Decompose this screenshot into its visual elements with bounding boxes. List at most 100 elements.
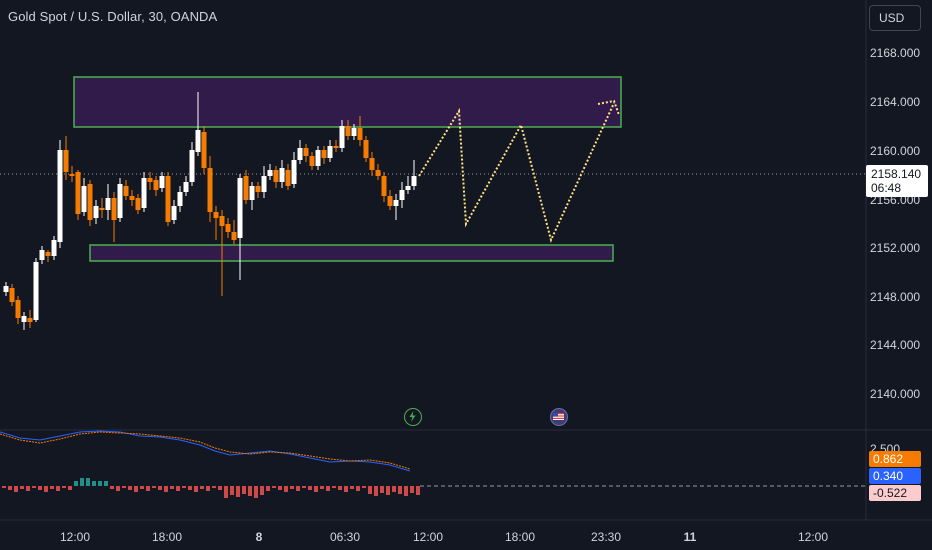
histogram-bar (248, 486, 252, 496)
candle-body (225, 224, 231, 232)
candle-body (153, 180, 159, 190)
candle-body (201, 132, 207, 168)
demand-zone[interactable] (89, 244, 614, 262)
time-label: 12:00 (59, 530, 91, 544)
time-label: 18:00 (504, 530, 536, 544)
histogram-bar (296, 486, 300, 491)
price-label: 2144.000 (870, 338, 921, 352)
candle-body (309, 156, 315, 166)
histogram-bar (98, 481, 102, 486)
candle-body (129, 196, 135, 200)
candle-body (393, 200, 399, 206)
candle-body (15, 300, 21, 318)
histogram-bar (92, 481, 96, 486)
candle-body (45, 252, 51, 256)
histogram-bar (38, 486, 42, 490)
lightning-event-icon[interactable] (404, 408, 422, 426)
macd-value-badge: 0.340 (869, 468, 921, 484)
candle-body (267, 170, 273, 176)
candle-body (321, 150, 327, 158)
candle-body (171, 206, 177, 220)
candle-body (249, 186, 255, 200)
signal-value-badge: 0.862 (869, 451, 921, 467)
time-label: 18:00 (151, 530, 183, 544)
price-label: 2140.000 (870, 387, 921, 401)
candle-body (165, 176, 171, 222)
histogram-bar (398, 486, 402, 494)
histogram-bar (176, 486, 180, 491)
histogram-bar (182, 486, 186, 488)
last-price-badge: 2158.140 06:48 (866, 165, 928, 197)
candle-body (351, 128, 357, 136)
bar-countdown: 06:48 (871, 181, 902, 195)
histogram-bar (104, 481, 108, 486)
price-label: 2148.000 (870, 290, 921, 304)
histogram-bar (74, 481, 78, 486)
candle-body (291, 160, 297, 184)
histogram-bar (146, 486, 150, 491)
candle-body (345, 126, 351, 136)
us-flag-event-icon[interactable] (550, 408, 568, 426)
candle-body (177, 192, 183, 206)
candle-body (297, 148, 303, 160)
histogram-bar (362, 486, 366, 488)
candle-body (387, 196, 393, 206)
histogram-bar (26, 486, 30, 491)
histogram-bar (68, 486, 72, 490)
candle-body (99, 208, 105, 210)
histogram-bar (32, 486, 36, 488)
candle-body (9, 288, 15, 302)
histogram-bar (284, 486, 288, 492)
histogram-bar (416, 486, 420, 495)
histogram-bar (230, 486, 234, 495)
histogram-bar (134, 486, 138, 492)
histogram-bar (188, 486, 192, 490)
time-label: 12:00 (412, 530, 444, 544)
histogram-bar (164, 486, 168, 492)
candle-body (141, 178, 147, 208)
time-label: 06:30 (329, 530, 361, 544)
candle-body (207, 168, 213, 212)
histogram-bar (272, 486, 276, 488)
histogram-bar (344, 486, 348, 492)
histogram-bar (236, 486, 240, 497)
histogram-value-badge: -0.522 (869, 485, 921, 501)
candle-body (3, 286, 9, 292)
time-label: 23:30 (590, 530, 622, 544)
macd-histogram (2, 478, 420, 498)
histogram-bar (200, 486, 204, 489)
histogram-bar (56, 486, 60, 491)
candle-body (189, 150, 195, 182)
candle-body (87, 184, 93, 220)
candle-body (117, 184, 123, 218)
histogram-bar (80, 478, 84, 486)
candle-body (123, 186, 129, 196)
candle-body (69, 174, 75, 176)
histogram-bar (218, 486, 222, 490)
candle-body (81, 186, 87, 212)
histogram-bar (386, 486, 390, 495)
histogram-bar (62, 486, 66, 488)
histogram-bar (122, 486, 126, 488)
candle-body (363, 140, 369, 158)
histogram-bar (206, 486, 210, 491)
candle-body (405, 186, 411, 190)
candle-body (57, 150, 63, 242)
histogram-bar (260, 486, 264, 495)
candle-body (303, 148, 309, 156)
last-price-value: 2158.140 (871, 167, 922, 181)
histogram-bar (8, 486, 12, 490)
histogram-bar (128, 486, 132, 490)
histogram-bar (356, 486, 360, 491)
supply-zone[interactable] (73, 76, 622, 128)
time-label: 12:00 (797, 530, 829, 544)
symbol-title[interactable]: Gold Spot / U.S. Dollar, 30, OANDA (8, 9, 218, 24)
histogram-bar (158, 486, 162, 490)
candle-body (357, 128, 363, 140)
histogram-bar (314, 486, 318, 492)
candle-body (381, 176, 387, 196)
currency-button[interactable]: USD (869, 5, 921, 31)
candle-body (105, 198, 111, 210)
histogram-bar (44, 486, 48, 492)
